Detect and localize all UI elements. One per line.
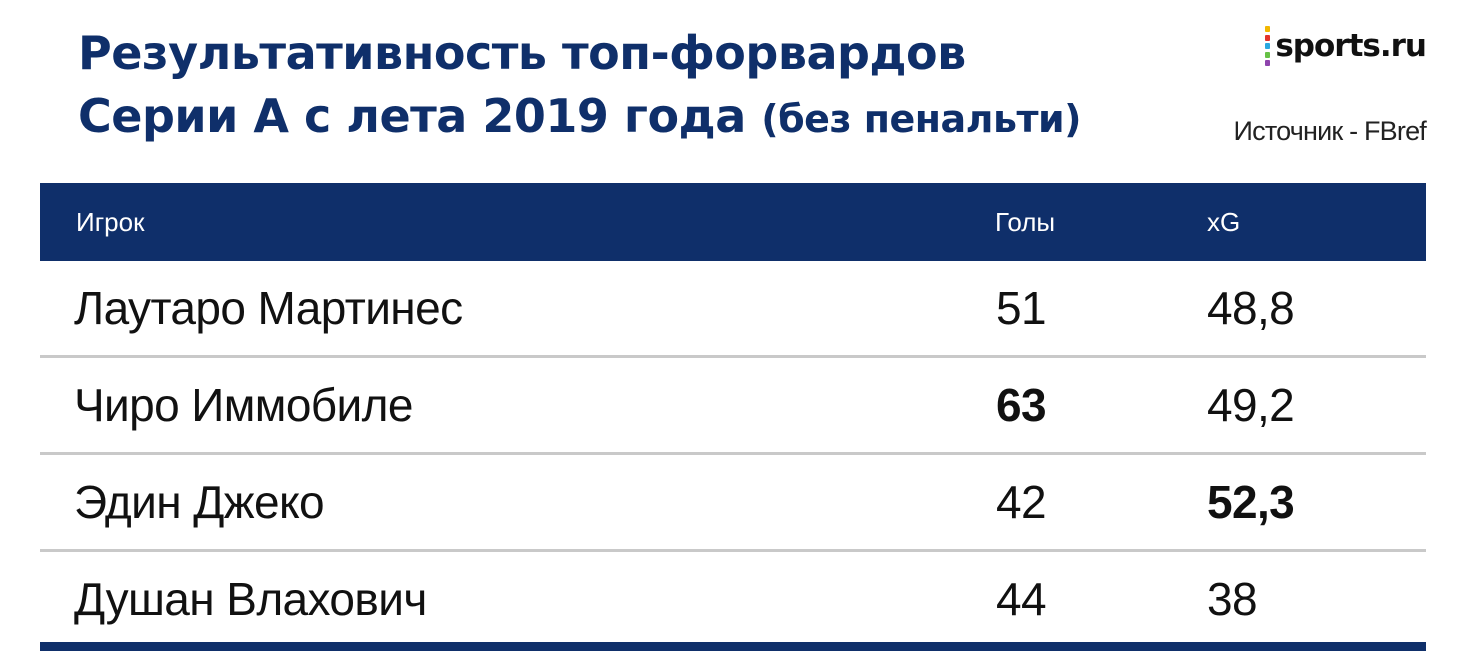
title-line-2-note: (без пенальти) <box>761 97 1082 141</box>
logo-text: sports.ru <box>1275 28 1427 64</box>
logo-bar-segment <box>1265 60 1271 66</box>
xg-value: 38 <box>1207 573 1258 625</box>
column-header-xg: xG <box>1207 207 1241 237</box>
goals-value: 42 <box>996 476 1047 528</box>
player-name: Душан Влахович <box>74 573 427 625</box>
source-note: Источник - FBref <box>1233 116 1427 146</box>
column-header-player: Игрок <box>76 207 145 237</box>
logo-bar-segment <box>1265 43 1271 49</box>
title-line-1: Результативность топ-форвардов <box>78 26 966 80</box>
xg-value: 48,8 <box>1207 282 1295 334</box>
goals-value: 63 <box>996 379 1047 431</box>
player-name: Лаутаро Мартинес <box>74 282 463 334</box>
sports-ru-logo: sports.ru <box>1265 24 1427 68</box>
table-row: Лаутаро Мартинес 51 48,8 <box>40 261 1426 358</box>
logo-bar-segment <box>1265 34 1271 41</box>
column-header-goals: Голы <box>995 207 1056 237</box>
logo-bar-segment <box>1265 51 1271 58</box>
goals-value: 44 <box>996 573 1047 625</box>
xg-value: 52,3 <box>1207 476 1295 528</box>
table-row: Эдин Джеко 42 52,3 <box>40 455 1426 552</box>
table-row: Чиро Иммобиле 63 49,2 <box>40 358 1426 455</box>
player-name: Эдин Джеко <box>74 476 325 528</box>
chart-title: Результативность топ-форвардов Серии А с… <box>78 22 1082 151</box>
title-line-2: Серии А с лета 2019 года <box>78 89 746 143</box>
player-name: Чиро Иммобиле <box>74 379 413 431</box>
table-row: Душан Влахович 44 38 <box>40 552 1426 651</box>
logo-bar-segment <box>1265 26 1271 32</box>
logo-color-bar <box>1265 26 1271 66</box>
goals-value: 51 <box>996 282 1047 334</box>
table-header: Игрок Голы xG <box>40 183 1426 261</box>
xg-value: 49,2 <box>1207 379 1295 431</box>
